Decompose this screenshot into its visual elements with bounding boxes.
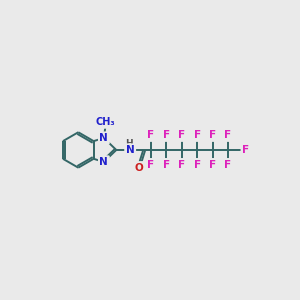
Text: F: F	[194, 160, 201, 170]
Text: F: F	[224, 130, 232, 140]
Text: N: N	[100, 157, 108, 167]
Text: F: F	[178, 160, 185, 170]
Text: F: F	[194, 130, 201, 140]
Text: H: H	[126, 139, 133, 148]
Text: N: N	[126, 145, 134, 155]
Text: F: F	[163, 160, 170, 170]
Text: F: F	[147, 130, 155, 140]
Text: F: F	[242, 145, 249, 155]
Text: F: F	[147, 160, 155, 170]
Text: F: F	[163, 130, 170, 140]
Text: N: N	[100, 133, 108, 143]
Text: F: F	[224, 160, 232, 170]
Text: CH₃: CH₃	[96, 117, 115, 127]
Text: F: F	[209, 130, 216, 140]
Text: O: O	[134, 163, 143, 173]
Text: F: F	[178, 130, 185, 140]
Text: F: F	[209, 160, 216, 170]
